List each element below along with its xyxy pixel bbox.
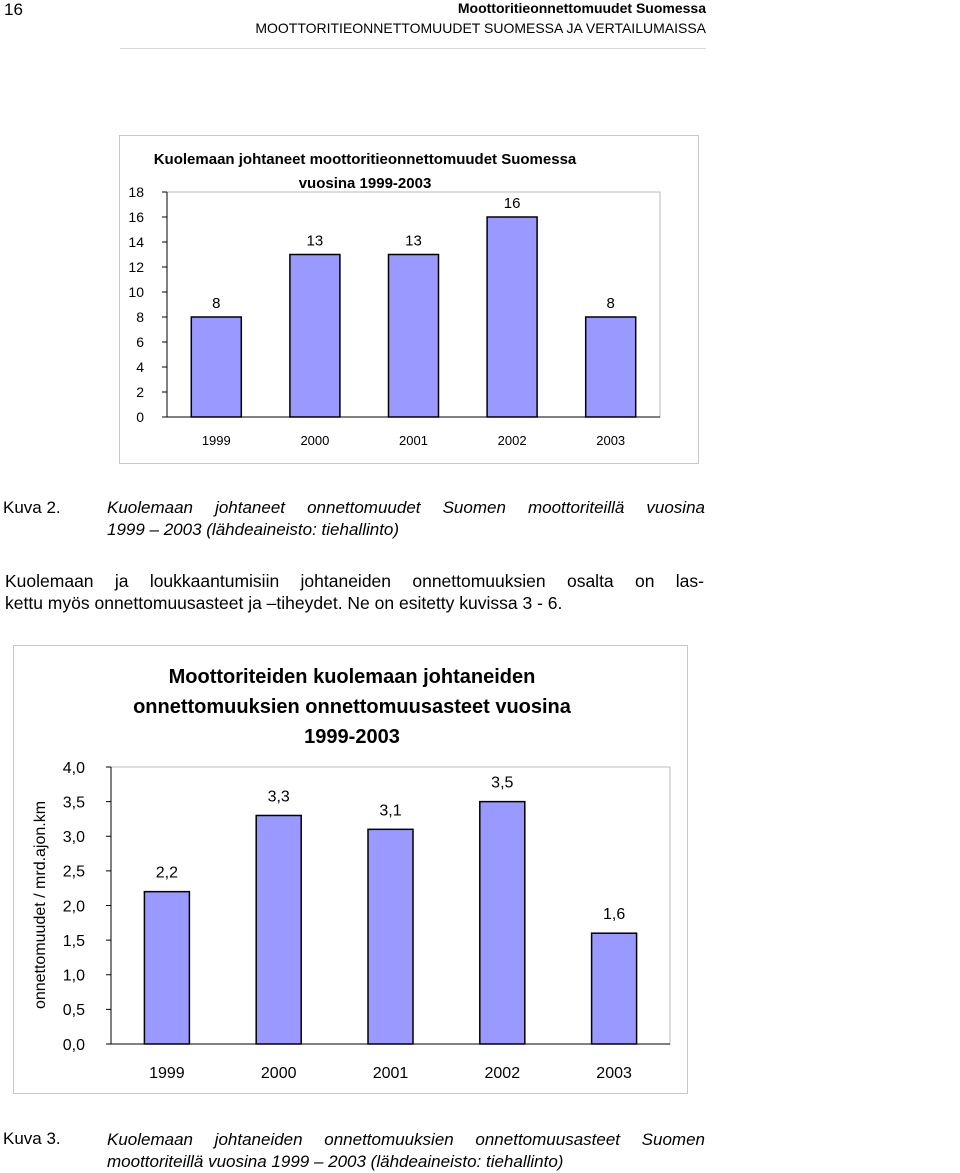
- chart2-data-label-2003: 1,6: [603, 906, 625, 923]
- chart1-ytick-label: 12: [128, 259, 144, 275]
- chart1-ytick-label: 2: [136, 384, 144, 400]
- chart2-ytick-label: 4,0: [63, 760, 85, 777]
- running-subtitle: MOOTTORITIEONNETTOMUUDET SUOMESSA JA VER…: [255, 20, 706, 36]
- chart1-ytick-label: 4: [136, 359, 144, 375]
- chart2-ytick-label: 2,0: [63, 898, 85, 915]
- chart1-ytick-label: 8: [136, 309, 144, 325]
- chart1-data-label-2001: 13: [405, 233, 422, 250]
- page-number: 16: [4, 0, 23, 19]
- chart1-xtick-label-2001: 2001: [399, 433, 428, 448]
- chart2-data-label-2000: 3,3: [268, 788, 290, 805]
- chart1-ytick-label: 0: [136, 409, 144, 425]
- chart2-xtick-label-2003: 2003: [596, 1065, 632, 1082]
- chart1-xtick-label-2002: 2002: [498, 433, 527, 448]
- chart2-title-line1: Moottoriteiden kuolemaan johtaneiden: [169, 666, 536, 688]
- figure2-bar-chart: Kuolemaan johtaneet moottoritieonnettomu…: [128, 151, 661, 448]
- figure2-caption-line2: 1999 – 2003 (lähdeaineisto: tiehallinto): [107, 520, 400, 539]
- chart2-data-label-1999: 2,2: [156, 865, 178, 882]
- running-title: Moottoritieonnettomuudet Suomessa: [457, 0, 706, 16]
- chart2-ytick-label: 0,5: [63, 1002, 85, 1019]
- chart2-ytick-label: 3,0: [63, 829, 85, 846]
- body-paragraph-line1: Kuolemaan ja loukkaantumisiin johtaneide…: [5, 571, 704, 591]
- chart2-xtick-label-1999: 1999: [149, 1065, 185, 1082]
- chart2-data-label-2001: 3,1: [379, 802, 401, 819]
- chart2-ylabel: onnettomuudet / mrd.ajon.km: [32, 801, 49, 1009]
- chart2-xtick-label-2000: 2000: [261, 1065, 297, 1082]
- chart2-ytick-label: 1,5: [63, 933, 85, 950]
- chart1-xtick-label-1999: 1999: [202, 433, 231, 448]
- chart1-data-label-2003: 8: [607, 295, 615, 312]
- chart1-data-label-1999: 8: [212, 295, 220, 312]
- chart1-bar-2002: [486, 216, 538, 418]
- chart2-bar-2001: [367, 828, 414, 1045]
- chart1-bar-2000: [289, 253, 341, 418]
- chart1-ytick-label: 16: [128, 209, 144, 225]
- body-paragraph-line2: kettu myös onnettomuusasteet ja –tiheyde…: [5, 593, 563, 613]
- figure3-bar-chart: Moottoriteiden kuolemaan johtaneiden onne…: [32, 666, 671, 1082]
- header-divider: [120, 48, 706, 49]
- figure2-chart-frame: Kuolemaan johtaneet moottoritieonnettomu…: [119, 135, 699, 464]
- figure3-chart-frame: Moottoriteiden kuolemaan johtaneiden onne…: [13, 645, 688, 1094]
- figure3-label: Kuva 3.: [3, 1129, 61, 1148]
- chart1-data-label-2000: 13: [307, 233, 324, 250]
- chart1-xtick-label-2000: 2000: [300, 433, 329, 448]
- chart2-title-line3: 1999-2003: [304, 726, 400, 748]
- figure3-caption-line1: Kuolemaan johtaneiden onnettomuuksien on…: [107, 1130, 705, 1149]
- chart2-ytick-label: 3,5: [63, 794, 85, 811]
- chart1-bar-2001: [387, 253, 440, 418]
- chart1-bar-2003: [584, 316, 637, 418]
- chart1-data-label-2002: 16: [504, 195, 521, 212]
- chart2-bar-2000: [255, 814, 302, 1045]
- chart2-xtick-label-2001: 2001: [373, 1065, 409, 1082]
- chart2-bar-2003: [590, 932, 638, 1045]
- chart1-ytick-label: 6: [136, 334, 144, 350]
- chart2-data-label-2002: 3,5: [491, 775, 513, 792]
- chart1-ytick-label: 18: [128, 184, 144, 200]
- chart1-title-line1: Kuolemaan johtaneet moottoritieonnettomu…: [154, 151, 577, 168]
- figure2-label: Kuva 2.: [3, 498, 61, 517]
- chart2-bar-1999: [143, 890, 191, 1045]
- chart2-title-line2: onnettomuuksien onnettomuusasteet vuosin…: [133, 696, 572, 718]
- figure2-caption-line1: Kuolemaan johtaneet onnettomuudet Suomen…: [107, 498, 705, 517]
- chart1-ytick-label: 10: [128, 284, 144, 300]
- chart1-ytick-label: 14: [128, 234, 144, 250]
- chart2-ytick-label: 1,0: [63, 968, 85, 985]
- chart1-bar-1999: [190, 316, 243, 418]
- chart2-ytick-label: 2,5: [63, 864, 85, 881]
- chart2-bar-2002: [479, 800, 526, 1045]
- chart1-xtick-label-2003: 2003: [596, 433, 625, 448]
- figure3-caption-line2: moottoriteillä vuosina 1999 – 2003 (lähd…: [107, 1152, 564, 1171]
- chart2-ytick-label: 0,0: [63, 1037, 85, 1054]
- chart1-title-line2: vuosina 1999-2003: [299, 175, 432, 192]
- chart2-xtick-label-2002: 2002: [485, 1065, 521, 1082]
